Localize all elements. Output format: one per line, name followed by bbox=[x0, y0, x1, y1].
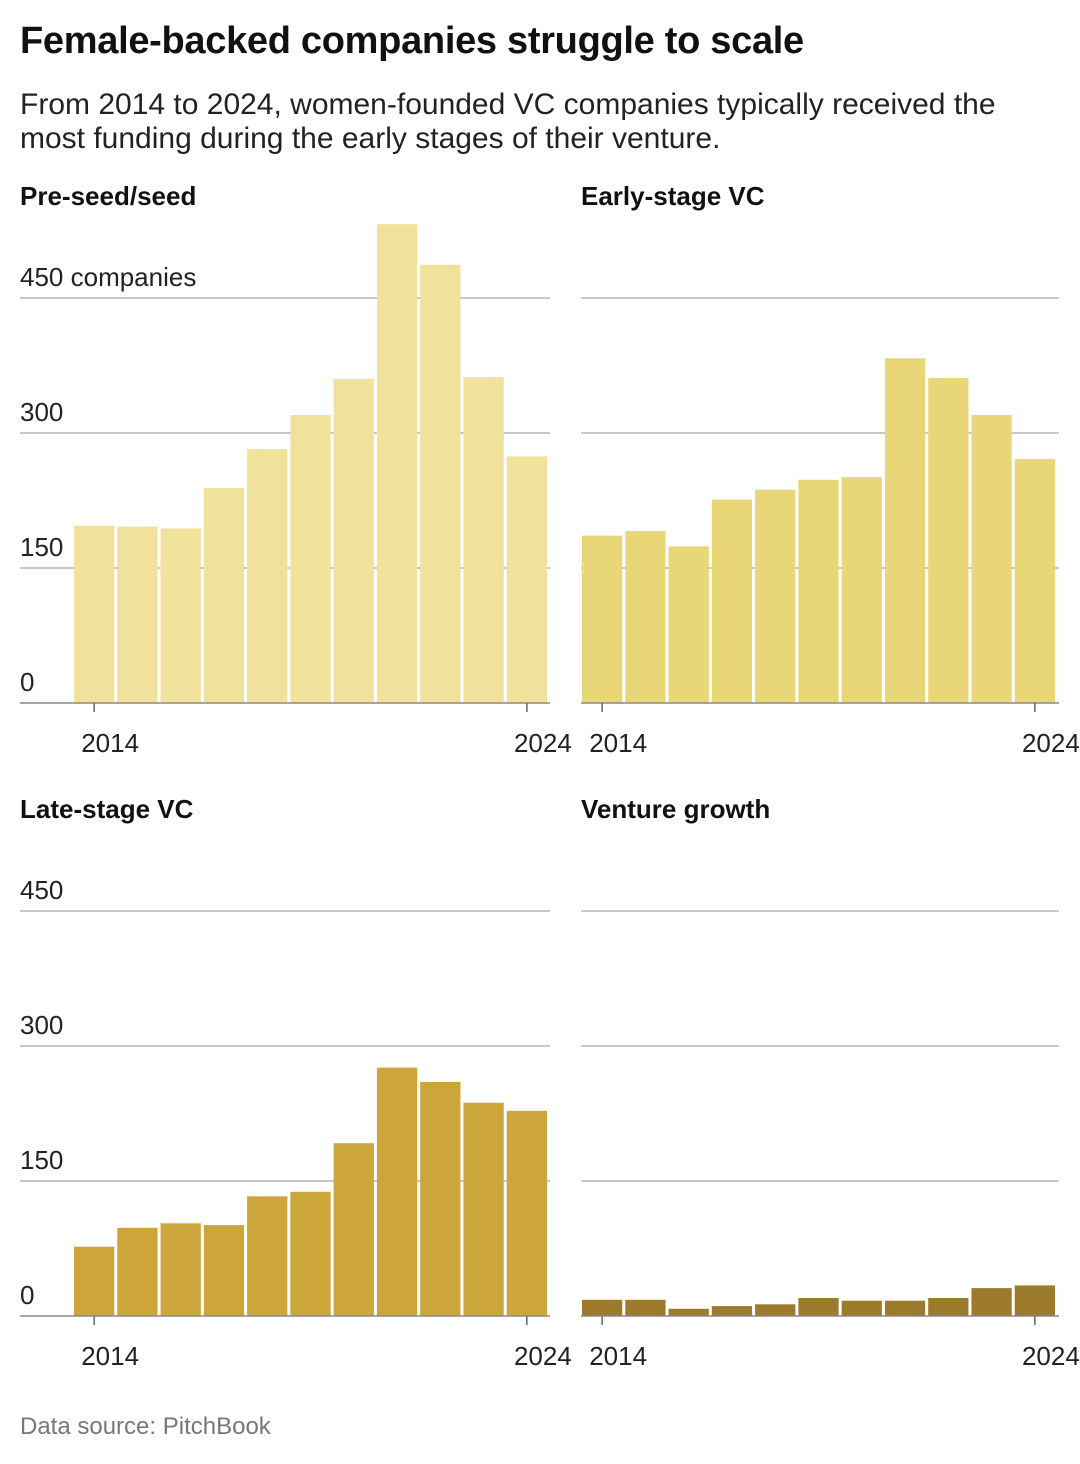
bar-2018 bbox=[755, 1304, 796, 1316]
bar-2024 bbox=[506, 456, 547, 703]
chart-title: Female-backed companies struggle to scal… bbox=[20, 20, 804, 62]
bar-2015 bbox=[625, 531, 666, 703]
bar-2019 bbox=[798, 1298, 839, 1316]
bar-2019 bbox=[290, 415, 331, 703]
bar-2014 bbox=[74, 525, 115, 703]
bar-2023 bbox=[971, 415, 1012, 703]
y-tick-label: 0 bbox=[20, 667, 34, 697]
bar-2018 bbox=[247, 449, 288, 703]
bar-2020 bbox=[841, 1300, 882, 1316]
bar-2016 bbox=[668, 1308, 709, 1316]
bar-2024 bbox=[1014, 1285, 1055, 1316]
bar-2024 bbox=[506, 1110, 547, 1316]
bar-2018 bbox=[755, 489, 796, 703]
bar-2014 bbox=[582, 535, 623, 703]
y-tick-label: 300 bbox=[20, 397, 63, 427]
chart-subtitle: From 2014 to 2024, women-founded VC comp… bbox=[20, 88, 996, 155]
bar-2024 bbox=[1014, 459, 1055, 703]
x-tick-label: 2024 bbox=[1022, 728, 1080, 758]
bar-2015 bbox=[117, 526, 158, 703]
x-tick-label: 2014 bbox=[81, 1341, 139, 1371]
bar-2021 bbox=[884, 358, 926, 703]
panel-title: Pre-seed/seed bbox=[20, 181, 196, 211]
y-tick-label: 150 bbox=[20, 1145, 63, 1175]
bar-2017 bbox=[711, 1306, 753, 1316]
bar-2014 bbox=[582, 1299, 623, 1316]
bar-2017 bbox=[203, 487, 245, 703]
y-tick-label: 450 companies bbox=[20, 262, 196, 292]
bar-2020 bbox=[333, 379, 374, 703]
bar-2020 bbox=[333, 1143, 374, 1316]
bar-2022 bbox=[928, 1298, 969, 1316]
bar-2019 bbox=[798, 479, 839, 703]
bar-2021 bbox=[884, 1300, 926, 1316]
y-tick-label: 450 bbox=[20, 875, 63, 905]
bar-2018 bbox=[247, 1196, 288, 1316]
panel-title: Early-stage VC bbox=[581, 181, 765, 211]
panel-title: Venture growth bbox=[581, 794, 770, 824]
bar-2015 bbox=[625, 1299, 666, 1316]
panel-title: Late-stage VC bbox=[20, 794, 194, 824]
x-tick-label: 2024 bbox=[1022, 1341, 1080, 1371]
bar-2017 bbox=[711, 499, 753, 703]
x-tick-label: 2014 bbox=[589, 1341, 647, 1371]
bar-2023 bbox=[463, 1102, 504, 1316]
x-tick-label: 2024 bbox=[514, 1341, 572, 1371]
bar-2016 bbox=[160, 1223, 201, 1316]
bar-2023 bbox=[971, 1288, 1012, 1316]
y-tick-label: 150 bbox=[20, 532, 63, 562]
y-tick-label: 0 bbox=[20, 1280, 34, 1310]
x-tick-label: 2024 bbox=[514, 728, 572, 758]
bar-2017 bbox=[203, 1225, 245, 1316]
data-source-note: Data source: PitchBook bbox=[20, 1413, 271, 1440]
x-tick-label: 2014 bbox=[81, 728, 139, 758]
bar-2014 bbox=[74, 1246, 115, 1316]
y-tick-label: 300 bbox=[20, 1010, 63, 1040]
bar-2021 bbox=[376, 1067, 418, 1316]
bar-2020 bbox=[841, 477, 882, 703]
bar-2023 bbox=[463, 377, 504, 703]
bar-2022 bbox=[420, 1082, 461, 1316]
bar-2022 bbox=[420, 264, 461, 703]
bar-2016 bbox=[160, 528, 201, 703]
bar-2022 bbox=[928, 378, 969, 703]
bar-2021 bbox=[376, 224, 418, 703]
bar-2015 bbox=[117, 1227, 158, 1316]
bar-2016 bbox=[668, 546, 709, 703]
bar-2019 bbox=[290, 1191, 331, 1316]
x-tick-label: 2014 bbox=[589, 728, 647, 758]
